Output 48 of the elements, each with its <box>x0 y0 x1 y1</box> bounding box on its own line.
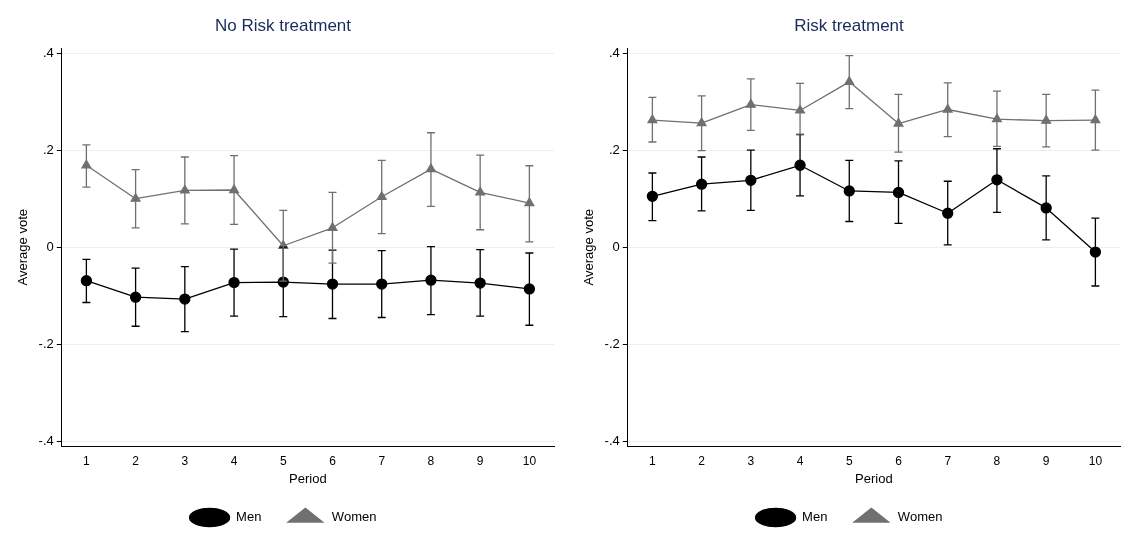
x-tick-label: 7 <box>944 453 952 468</box>
x-axis-title: Period <box>855 470 893 486</box>
y-tick-label: .4 <box>608 44 620 60</box>
x-axis-title: Period <box>289 470 327 486</box>
point <box>475 186 486 196</box>
y-tick-label: -.2 <box>604 335 620 351</box>
x-tick-label: 1 <box>83 453 91 468</box>
x-tick-label: 5 <box>279 453 287 468</box>
y-tick-label: .2 <box>42 141 54 157</box>
point <box>130 193 141 202</box>
y-tick-label: -.4 <box>38 432 54 448</box>
chart-title: No Risk treatment <box>214 15 352 35</box>
x-tick-label: 8 <box>427 453 435 468</box>
x-tick-label: 8 <box>993 453 1001 468</box>
x-tick-label: 9 <box>1042 453 1050 468</box>
y-axis-title: Average vote <box>15 209 31 286</box>
x-tick-label: 4 <box>796 453 804 468</box>
y-tick-label: .4 <box>42 44 54 60</box>
x-tick-label: 10 <box>522 453 537 468</box>
x-tick-label: 2 <box>698 453 706 468</box>
y-axis-title: Average vote <box>581 209 597 286</box>
legend-label: Women <box>331 509 377 525</box>
chart-title: Risk treatment <box>794 15 905 35</box>
y-tick-label: .2 <box>608 141 620 157</box>
point <box>179 184 190 194</box>
y-tick-label: 0 <box>612 238 620 254</box>
x-tick-label: 4 <box>230 453 238 468</box>
legend-label: Women <box>897 509 943 525</box>
x-tick-label: 7 <box>378 453 386 468</box>
legend-label: Men <box>802 509 828 525</box>
y-tick-label: 0 <box>46 238 54 254</box>
y-tick-label: -.4 <box>604 432 620 448</box>
x-tick-label: 6 <box>895 453 903 468</box>
legend-label: Men <box>236 509 262 525</box>
y-tick-label: -.2 <box>38 335 54 351</box>
x-tick-label: 2 <box>132 453 140 468</box>
point <box>893 117 904 127</box>
point <box>1041 115 1052 124</box>
x-tick-label: 6 <box>329 453 337 468</box>
x-tick-label: 9 <box>476 453 484 468</box>
x-tick-label: 3 <box>181 453 189 468</box>
x-tick-label: 3 <box>747 453 755 468</box>
x-tick-label: 1 <box>649 453 657 468</box>
x-tick-label: 5 <box>845 453 853 468</box>
point <box>942 103 953 113</box>
point <box>745 99 756 108</box>
point <box>327 222 338 231</box>
x-tick-label: 10 <box>1088 453 1103 468</box>
